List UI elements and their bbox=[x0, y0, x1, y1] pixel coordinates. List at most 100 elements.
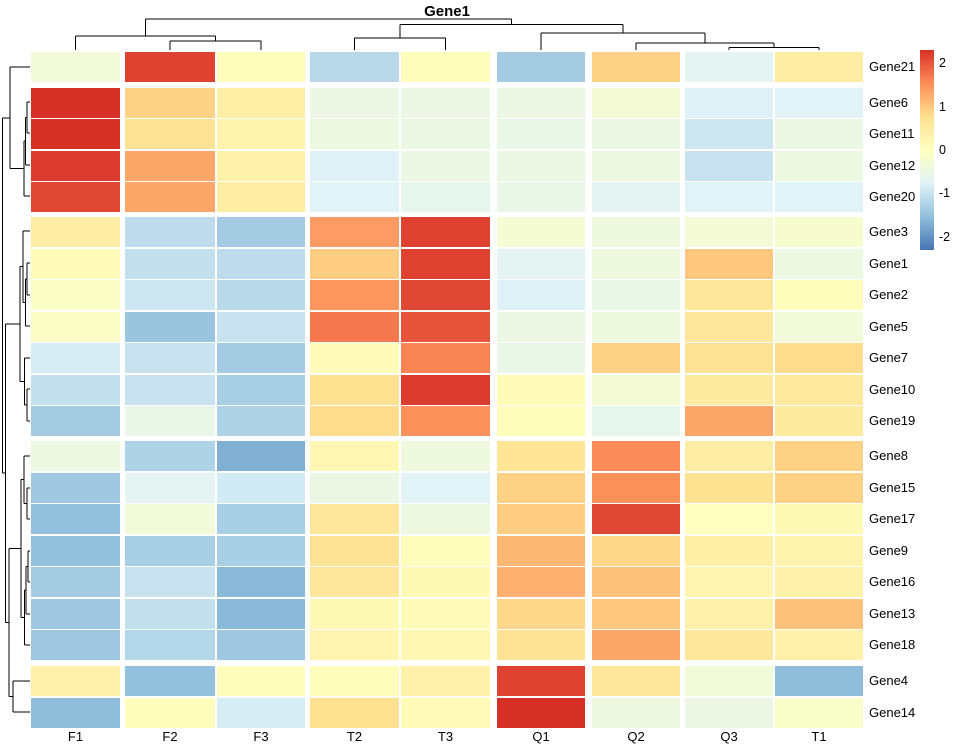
heatmap-cell bbox=[125, 666, 215, 696]
heatmap-cell bbox=[310, 217, 399, 247]
heatmap-cell bbox=[775, 630, 863, 660]
heatmap-cell bbox=[685, 217, 773, 247]
heatmap-cell bbox=[125, 567, 215, 597]
heatmap-cell bbox=[31, 630, 120, 660]
heatmap-cell bbox=[125, 535, 215, 566]
heatmap-cell bbox=[310, 441, 399, 471]
heatmap-cell bbox=[497, 119, 585, 149]
heatmap-cell bbox=[497, 343, 585, 373]
heatmap-cell bbox=[217, 52, 305, 82]
column-label: T2 bbox=[346, 729, 363, 744]
row-label: Gene11 bbox=[869, 126, 915, 141]
heatmap-cell bbox=[401, 567, 490, 597]
heatmap-cell bbox=[310, 697, 399, 728]
heatmap-cell bbox=[497, 52, 585, 82]
heatmap-cell bbox=[125, 150, 215, 181]
row-label: Gene3 bbox=[869, 224, 909, 239]
heatmap-cell bbox=[497, 406, 585, 436]
plot-title: Gene1 bbox=[424, 3, 470, 20]
heatmap-cell bbox=[592, 406, 680, 436]
heatmap-cell bbox=[497, 182, 585, 212]
heatmap-cell bbox=[31, 87, 120, 118]
heatmap-cell bbox=[592, 52, 680, 82]
row-label: Gene19 bbox=[869, 413, 916, 428]
heatmap-cell bbox=[775, 52, 863, 82]
row-label: Gene12 bbox=[869, 157, 916, 173]
heatmap-cell bbox=[401, 248, 490, 279]
heatmap-cell bbox=[775, 406, 863, 436]
heatmap-cell bbox=[31, 598, 120, 629]
heatmap-cell bbox=[217, 217, 305, 247]
heatmap-cell bbox=[497, 504, 585, 534]
legend-tick-label: 0 bbox=[939, 143, 946, 157]
heatmap-cell bbox=[775, 87, 863, 118]
heatmap-cell bbox=[125, 311, 215, 342]
legend-tick-label: 2 bbox=[939, 56, 946, 71]
column-dendrogram bbox=[75, 18, 820, 50]
heatmap-cell bbox=[775, 598, 863, 629]
heatmap-cell bbox=[401, 150, 490, 181]
heatmap-cell bbox=[775, 697, 863, 728]
heatmap-cell bbox=[310, 504, 399, 534]
row-label: Gene15 bbox=[869, 479, 916, 495]
heatmap-cell bbox=[31, 441, 120, 471]
row-label: Gene16 bbox=[869, 574, 916, 589]
heatmap-cell bbox=[125, 374, 215, 405]
heatmap-cell bbox=[310, 52, 399, 82]
heatmap-cell bbox=[217, 182, 305, 212]
heatmap-cell bbox=[592, 504, 680, 534]
column-label: Q1 bbox=[532, 729, 550, 744]
heatmap-cell bbox=[497, 697, 585, 728]
heatmap-cell bbox=[775, 119, 863, 149]
heatmap-cell bbox=[775, 343, 863, 373]
heatmap-cell bbox=[217, 87, 305, 118]
heatmap-cell bbox=[401, 280, 490, 310]
heatmap-cell bbox=[592, 697, 680, 728]
heatmap-cell bbox=[401, 52, 490, 82]
heatmap-cell bbox=[125, 119, 215, 149]
heatmap-cell bbox=[401, 217, 490, 247]
heatmap-cell bbox=[775, 441, 863, 471]
heatmap-cell bbox=[592, 248, 680, 279]
heatmap-cell bbox=[401, 504, 490, 534]
heatmap-cell bbox=[592, 182, 680, 212]
column-label: Q2 bbox=[627, 729, 645, 744]
heatmap-cell bbox=[775, 374, 863, 405]
heatmap-cell bbox=[217, 504, 305, 534]
heatmap-cell bbox=[217, 248, 305, 279]
heatmap-cell bbox=[685, 119, 773, 149]
row-label: Gene2 bbox=[869, 287, 909, 302]
heatmap-cell bbox=[497, 630, 585, 660]
heatmap-cell bbox=[31, 182, 120, 212]
heatmap-cell bbox=[31, 217, 120, 247]
heatmap-cell bbox=[217, 311, 305, 342]
heatmap-cell bbox=[775, 150, 863, 181]
heatmap-cell bbox=[125, 87, 215, 118]
heatmap-cell bbox=[401, 182, 490, 212]
heatmap-cell bbox=[310, 150, 399, 181]
row-dendrogram bbox=[2, 66, 30, 713]
heatmap-cell bbox=[401, 119, 490, 149]
column-label: T1 bbox=[811, 729, 827, 744]
heatmap-cell bbox=[31, 311, 120, 342]
heatmap-cell bbox=[497, 567, 585, 597]
heatmap-cell bbox=[775, 182, 863, 212]
heatmap-cell bbox=[310, 182, 399, 212]
heatmap-cell bbox=[401, 472, 490, 503]
heatmap-cell bbox=[125, 248, 215, 279]
heatmap-cell bbox=[685, 472, 773, 503]
heatmap-cell bbox=[31, 374, 120, 405]
heatmap-cell bbox=[125, 343, 215, 373]
heatmap-cell bbox=[125, 217, 215, 247]
heatmap-cell bbox=[125, 472, 215, 503]
row-label: Gene20 bbox=[869, 189, 916, 204]
heatmap-cell bbox=[125, 52, 215, 82]
heatmap-cell bbox=[401, 598, 490, 629]
heatmap-cell bbox=[685, 374, 773, 405]
heatmap-cell bbox=[125, 504, 215, 534]
row-label: Gene7 bbox=[869, 350, 909, 365]
heatmap-cell bbox=[497, 666, 585, 696]
legend-tick-label: -2 bbox=[939, 229, 951, 244]
heatmap-cell bbox=[401, 311, 490, 342]
